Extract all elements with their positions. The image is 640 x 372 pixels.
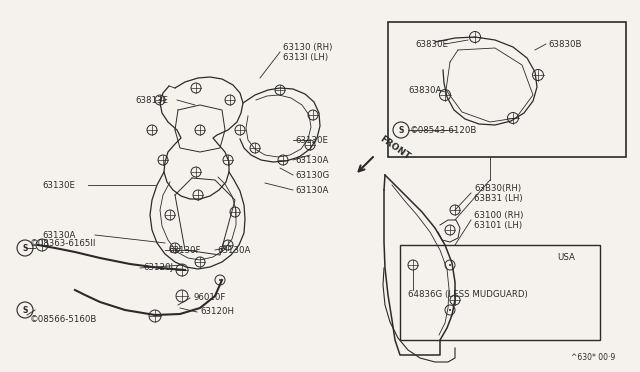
Circle shape (449, 264, 451, 266)
Bar (400, 245, 600, 340)
Text: 63130A: 63130A (295, 155, 328, 164)
Text: 63130E: 63130E (295, 135, 328, 144)
Text: 63B30(RH): 63B30(RH) (474, 183, 521, 192)
Text: 63130F: 63130F (168, 246, 200, 254)
Text: S: S (22, 306, 28, 315)
Text: 63130E: 63130E (42, 180, 75, 189)
Text: ^630* 00·9: ^630* 00·9 (571, 353, 615, 362)
Text: 96010F: 96010F (193, 294, 225, 302)
Text: 63830E: 63830E (415, 39, 448, 48)
Circle shape (449, 309, 451, 311)
Circle shape (219, 279, 221, 281)
Text: 63101 (LH): 63101 (LH) (474, 221, 522, 230)
Text: 64836G (LESS MUDGUARD): 64836G (LESS MUDGUARD) (408, 291, 528, 299)
Text: FRONT: FRONT (378, 134, 412, 161)
Text: S: S (398, 126, 404, 135)
Text: 63830B: 63830B (548, 39, 582, 48)
Text: 63130A: 63130A (42, 231, 76, 240)
Text: 63830A: 63830A (408, 86, 442, 94)
Text: 63130A: 63130A (217, 246, 250, 254)
Text: 63120J: 63120J (143, 263, 173, 273)
Text: 63120H: 63120H (200, 308, 234, 317)
Text: ©08363-6165II: ©08363-6165II (30, 238, 97, 247)
Text: 63B31 (LH): 63B31 (LH) (474, 193, 523, 202)
Text: ©08566-5160B: ©08566-5160B (30, 315, 97, 324)
Text: 63130 (RH): 63130 (RH) (283, 42, 332, 51)
Text: USA: USA (557, 253, 575, 263)
Text: ©08543-6120B: ©08543-6120B (410, 125, 477, 135)
Text: 63130A: 63130A (295, 186, 328, 195)
Text: 63100 (RH): 63100 (RH) (474, 211, 524, 219)
Text: 6313I (LH): 6313I (LH) (283, 52, 328, 61)
Text: 63813E: 63813E (135, 96, 168, 105)
Bar (388, 22, 626, 157)
Text: S: S (22, 244, 28, 253)
Text: 63130G: 63130G (295, 170, 329, 180)
